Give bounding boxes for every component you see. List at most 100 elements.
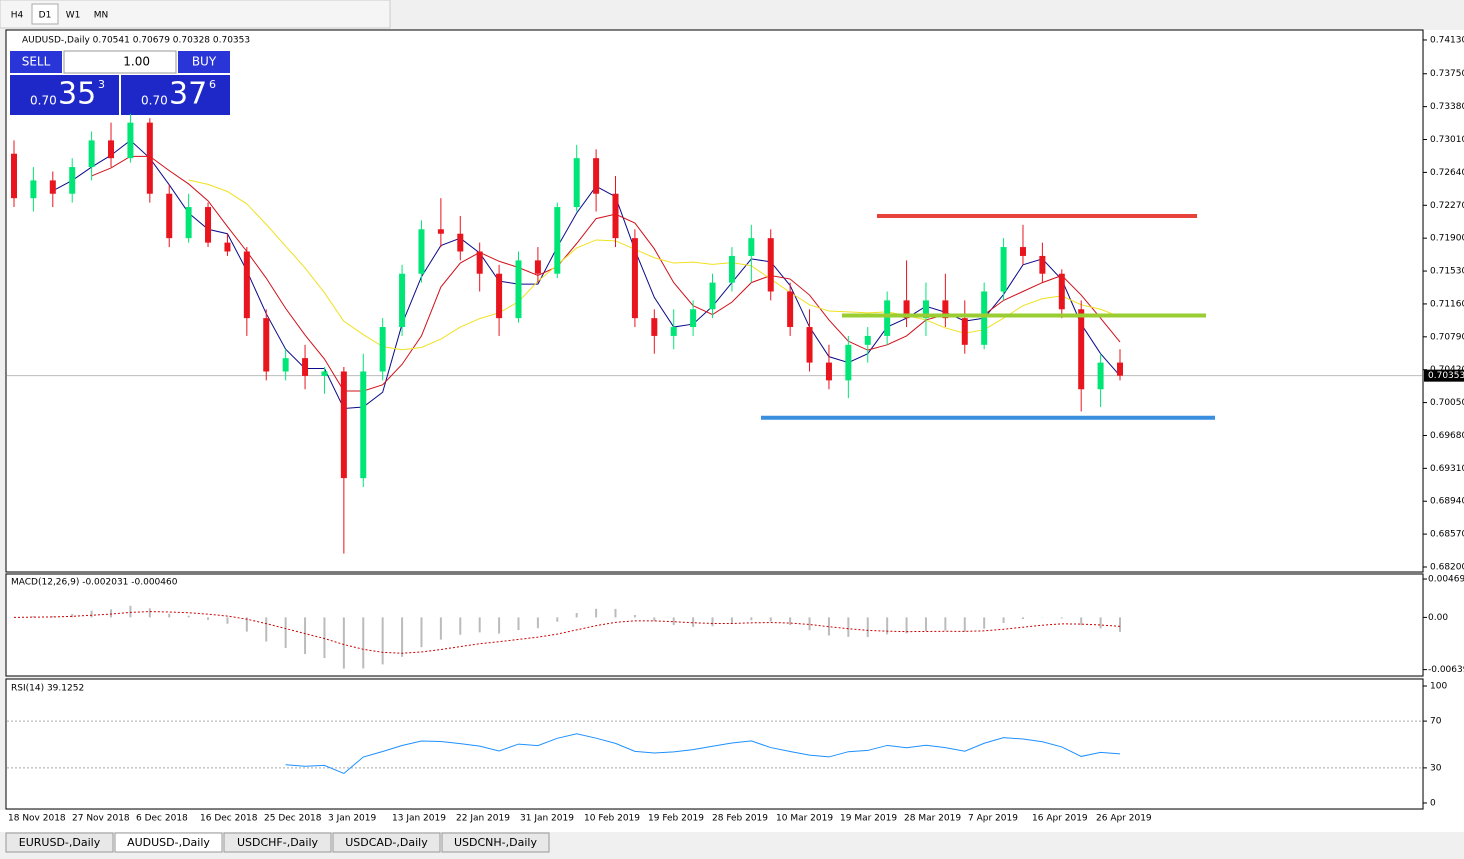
candle-body bbox=[690, 309, 697, 328]
y-tick-label: 0.69310 bbox=[1430, 464, 1464, 474]
x-tick-label: 27 Nov 2018 bbox=[72, 814, 130, 824]
rsi-pane bbox=[5, 678, 1424, 810]
tab-label: EURUSD-,Daily bbox=[19, 836, 101, 849]
candle-body bbox=[825, 362, 832, 381]
candle-body bbox=[1097, 362, 1104, 390]
y-tick-label: 0.69680 bbox=[1430, 431, 1464, 441]
candle-body bbox=[1000, 247, 1007, 292]
buy-label: BUY bbox=[192, 55, 217, 69]
candle-body bbox=[922, 300, 929, 319]
timeframe-button[interactable]: MN bbox=[94, 11, 109, 21]
candle-body bbox=[612, 193, 619, 239]
bid-box[interactable] bbox=[10, 75, 119, 115]
candle-body bbox=[263, 318, 270, 372]
price-scale bbox=[1424, 30, 1464, 810]
timeframe-button[interactable]: H4 bbox=[11, 11, 24, 21]
current-price-label: 0.70353 bbox=[1428, 371, 1464, 381]
x-tick-label: 25 Dec 2018 bbox=[264, 814, 322, 824]
timeframe-active bbox=[31, 3, 59, 25]
x-tick-label: 7 Apr 2019 bbox=[968, 814, 1018, 824]
candle-body bbox=[282, 358, 289, 372]
candle-body bbox=[1058, 273, 1065, 310]
rsi-title: RSI(14) 39.1252 bbox=[11, 684, 84, 694]
tab[interactable] bbox=[223, 832, 332, 853]
x-tick-label: 10 Mar 2019 bbox=[776, 814, 833, 824]
candle-body bbox=[651, 318, 658, 336]
y-tick-label: 100 bbox=[1430, 682, 1447, 692]
x-tick-label: 19 Mar 2019 bbox=[840, 814, 897, 824]
x-tick-label: 22 Jan 2019 bbox=[456, 814, 510, 824]
y-tick-label: 0.68200 bbox=[1430, 563, 1464, 573]
candle-body bbox=[127, 122, 134, 159]
candle-body bbox=[321, 371, 328, 376]
ask-small: 6 bbox=[209, 78, 216, 91]
x-tick-label: 19 Feb 2019 bbox=[648, 814, 704, 824]
y-tick-label: 0.71900 bbox=[1430, 234, 1464, 244]
y-tick-label: 0.68570 bbox=[1430, 530, 1464, 540]
candle-body bbox=[864, 335, 871, 345]
trade-panel: SELL 1.00 BUY 0.70 35 3 0.70 37 6 bbox=[10, 50, 230, 115]
macd-signal bbox=[13, 611, 1121, 654]
candle-body bbox=[1117, 362, 1123, 376]
candle-body bbox=[554, 207, 561, 274]
candle-body bbox=[961, 318, 968, 345]
candle-body bbox=[670, 327, 677, 336]
buy-button[interactable] bbox=[178, 51, 230, 73]
candle-body bbox=[845, 344, 852, 381]
tab-label: USDCAD-,Daily bbox=[345, 836, 428, 849]
tab[interactable] bbox=[332, 832, 441, 853]
macd-title: MACD(12,26,9) -0.002031 -0.000460 bbox=[11, 578, 178, 588]
y-tick-label: 0.73750 bbox=[1430, 69, 1464, 79]
y-tick-label: 0.71160 bbox=[1430, 299, 1464, 309]
candle-body bbox=[1078, 309, 1085, 390]
candle-body bbox=[593, 158, 600, 194]
timeframe-button[interactable]: D1 bbox=[39, 11, 52, 21]
candle-body bbox=[1019, 247, 1026, 256]
candle-body bbox=[476, 251, 483, 274]
candle-body bbox=[185, 207, 192, 239]
y-tick-label: 0.72270 bbox=[1430, 201, 1464, 211]
x-tick-label: 10 Feb 2019 bbox=[584, 814, 640, 824]
candle-body bbox=[884, 300, 891, 336]
time-scale bbox=[0, 810, 1464, 832]
bid-big: 35 bbox=[58, 77, 96, 112]
tab[interactable] bbox=[114, 832, 223, 853]
y-tick-label: 0 bbox=[1430, 798, 1436, 808]
sell-button[interactable] bbox=[10, 51, 62, 73]
candle-body bbox=[728, 255, 735, 283]
candle-body bbox=[437, 229, 444, 234]
lots-input[interactable] bbox=[63, 50, 177, 74]
candle-body bbox=[942, 300, 949, 319]
x-tick-label: 31 Jan 2019 bbox=[520, 814, 574, 824]
ask-box[interactable] bbox=[121, 75, 230, 115]
candle-body bbox=[88, 140, 95, 168]
candle-body bbox=[69, 167, 76, 194]
x-tick-label: 6 Dec 2018 bbox=[136, 814, 188, 824]
tab[interactable] bbox=[5, 832, 114, 853]
x-tick-label: 13 Jan 2019 bbox=[392, 814, 446, 824]
bid-prefix: 0.70 bbox=[30, 94, 57, 108]
current-price-tag bbox=[1424, 369, 1464, 382]
candle-body bbox=[903, 300, 910, 319]
x-tick-label: 28 Mar 2019 bbox=[904, 814, 961, 824]
y-tick-label: 0.72640 bbox=[1430, 168, 1464, 178]
y-tick-label: 0.71530 bbox=[1430, 267, 1464, 277]
lots-value: 1.00 bbox=[123, 55, 150, 69]
candle-body bbox=[146, 122, 153, 194]
macd-pane bbox=[5, 573, 1424, 677]
moving-average bbox=[52, 139, 1121, 410]
candle-body bbox=[748, 238, 755, 256]
candle-body bbox=[457, 233, 464, 252]
y-tick-label: 0.74130 bbox=[1430, 35, 1464, 45]
candle-body bbox=[709, 282, 716, 310]
candle-body bbox=[166, 193, 173, 239]
tab-label: AUDUSD-,Daily bbox=[127, 836, 210, 849]
tab[interactable] bbox=[441, 832, 550, 853]
y-tick-label: 30 bbox=[1430, 763, 1442, 773]
x-tick-label: 26 Apr 2019 bbox=[1096, 814, 1152, 824]
x-tick-label: 16 Apr 2019 bbox=[1032, 814, 1088, 824]
ask-big: 37 bbox=[169, 77, 207, 112]
timeframe-button[interactable]: W1 bbox=[66, 11, 81, 21]
